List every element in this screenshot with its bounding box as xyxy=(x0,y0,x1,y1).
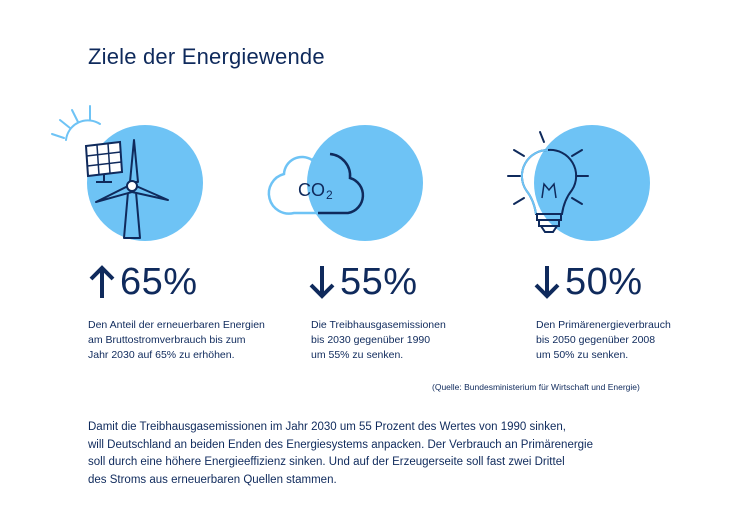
stat-description: Den Anteil der erneuerbaren Energien am … xyxy=(88,319,265,361)
arrow-down-icon xyxy=(309,266,335,299)
wind-turbine-icon xyxy=(95,139,169,239)
illustrations: CO 2 xyxy=(51,105,650,241)
stat-value: 55% xyxy=(340,261,418,303)
stat-emissions: 55% xyxy=(308,262,418,302)
stat-primary-energy: 50% xyxy=(533,262,643,302)
sun-icon xyxy=(51,105,101,141)
co2-subscript: 2 xyxy=(326,188,333,202)
bulb-rays-left xyxy=(507,131,545,205)
page-title: Ziele der Energiewende xyxy=(88,44,325,69)
bulb-base xyxy=(536,213,562,233)
bulb-rays-right xyxy=(571,149,589,205)
co2-cloud-icon: CO 2 xyxy=(267,125,423,241)
solar-panel-icon xyxy=(84,140,124,183)
wind-turbine-solar-icon xyxy=(51,105,203,241)
stat-value: 65% xyxy=(120,261,198,303)
arrow-down-icon xyxy=(534,266,560,299)
stat-description: Die Treibhausgasemissionen bis 2030 gege… xyxy=(311,319,446,361)
stat-renewables: 65% xyxy=(88,262,198,302)
co2-label: CO xyxy=(298,180,325,200)
stat-value: 50% xyxy=(565,261,643,303)
stat-description: Den Primärenergieverbrauch bis 2050 gege… xyxy=(536,319,671,361)
body-paragraph: Damit die Treibhausgasemissionen im Jahr… xyxy=(88,421,594,486)
circle-background xyxy=(534,125,650,241)
source-note: (Quelle: Bundesministerium für Wirtschaf… xyxy=(432,382,640,392)
arrow-up-icon xyxy=(89,265,115,298)
light-bulb-icon xyxy=(507,125,650,241)
